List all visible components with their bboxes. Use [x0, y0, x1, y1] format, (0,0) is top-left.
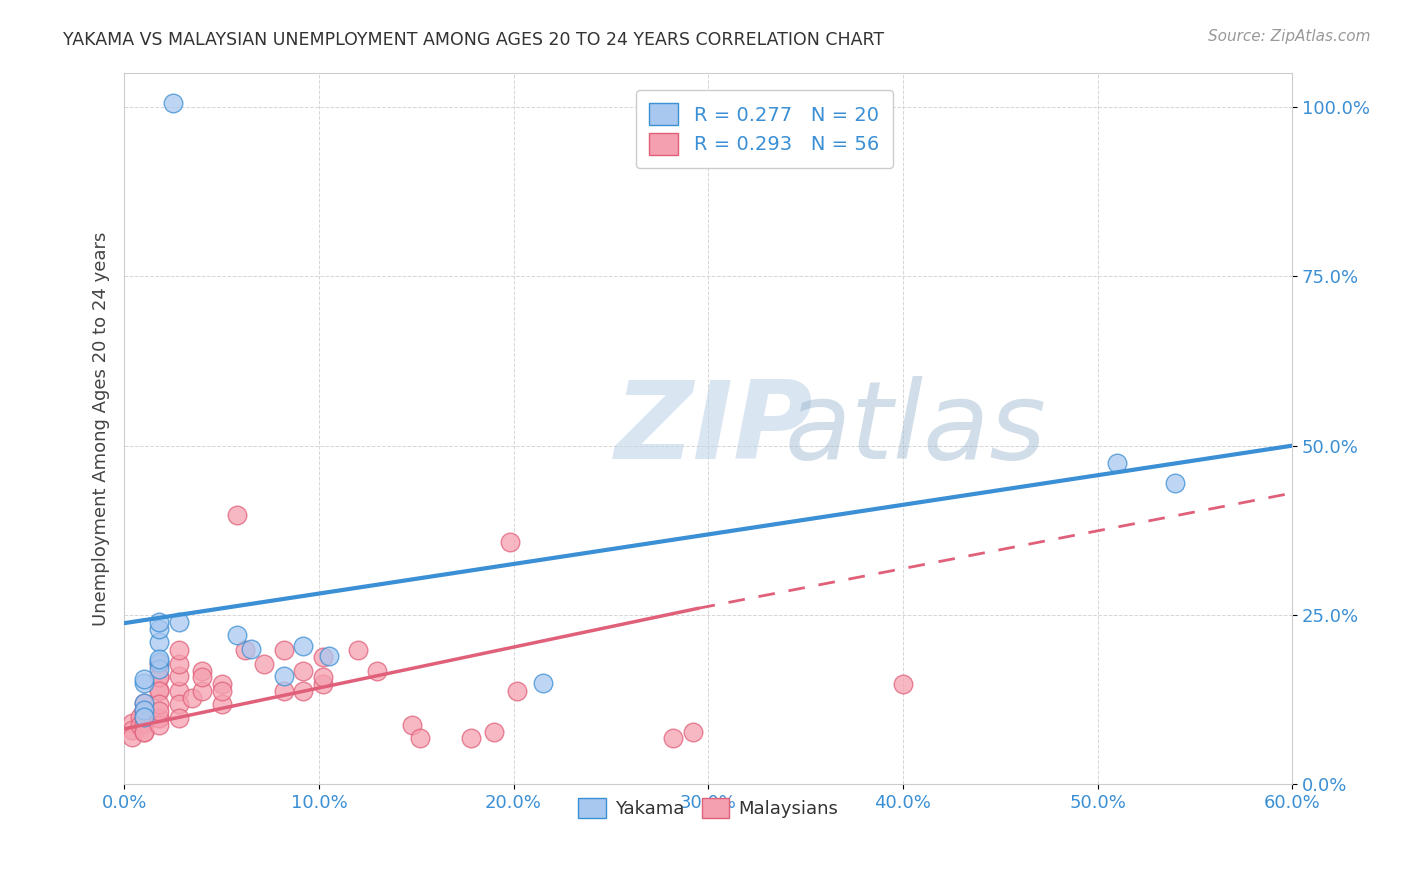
Point: [148, 622, 170, 636]
Point: [148, 615, 170, 629]
Point: [531, 675, 554, 690]
Point: [132, 716, 155, 731]
Point: [366, 664, 388, 678]
Point: [128, 718, 150, 732]
Point: [132, 724, 155, 739]
Point: [211, 684, 233, 698]
Point: [226, 508, 249, 522]
Y-axis label: Unemployment Among Ages 20 to 24 years: Unemployment Among Ages 20 to 24 years: [93, 232, 110, 626]
Point: [1105, 456, 1128, 470]
Point: [273, 669, 295, 683]
Point: [312, 670, 335, 684]
Point: [132, 675, 155, 690]
Point: [167, 698, 190, 712]
Point: [191, 670, 214, 684]
Point: [401, 718, 423, 732]
Point: [1164, 475, 1187, 490]
Point: [167, 643, 190, 657]
Point: [128, 709, 150, 723]
Point: [132, 709, 155, 723]
Point: [148, 670, 170, 684]
Point: [312, 677, 335, 691]
Point: [167, 615, 190, 629]
Point: [346, 643, 368, 657]
Point: [682, 724, 704, 739]
Point: [121, 730, 143, 744]
Point: [162, 96, 184, 111]
Point: [167, 684, 190, 698]
Text: atlas: atlas: [785, 376, 1046, 481]
Point: [148, 652, 170, 666]
Point: [132, 673, 155, 687]
Point: [498, 534, 520, 549]
Point: [132, 703, 155, 717]
Point: [312, 650, 335, 665]
Point: [292, 684, 315, 698]
Point: [662, 731, 685, 746]
Point: [148, 635, 170, 649]
Point: [191, 664, 214, 678]
Point: [148, 682, 170, 697]
Point: [409, 731, 432, 746]
Point: [292, 664, 315, 678]
Point: [181, 690, 204, 705]
Point: [273, 684, 295, 698]
Point: [148, 711, 170, 725]
Point: [460, 731, 482, 746]
Point: [148, 670, 170, 684]
Point: [148, 698, 170, 712]
Point: [167, 657, 190, 671]
Legend: Yakama, Malaysians: Yakama, Malaysians: [571, 791, 845, 825]
Point: [132, 696, 155, 710]
Point: [148, 657, 170, 671]
Point: [239, 641, 262, 656]
Point: [211, 677, 233, 691]
Point: [132, 724, 155, 739]
Point: [292, 639, 315, 653]
Point: [121, 716, 143, 731]
Point: [148, 718, 170, 732]
Point: [132, 703, 155, 717]
Point: [121, 723, 143, 738]
Point: [211, 698, 233, 712]
Point: [233, 643, 256, 657]
Point: [482, 724, 505, 739]
Point: [132, 709, 155, 723]
Point: [148, 711, 170, 725]
Point: [318, 648, 340, 663]
Point: [148, 656, 170, 670]
Point: [253, 657, 276, 671]
Point: [148, 684, 170, 698]
Point: [148, 662, 170, 676]
Point: [148, 704, 170, 718]
Text: Source: ZipAtlas.com: Source: ZipAtlas.com: [1208, 29, 1371, 44]
Point: [191, 684, 214, 698]
Point: [132, 704, 155, 718]
Point: [167, 711, 190, 725]
Point: [226, 628, 249, 642]
Point: [167, 669, 190, 683]
Text: ZIP: ZIP: [614, 376, 813, 482]
Point: [132, 696, 155, 710]
Point: [506, 684, 529, 698]
Text: YAKAMA VS MALAYSIAN UNEMPLOYMENT AMONG AGES 20 TO 24 YEARS CORRELATION CHART: YAKAMA VS MALAYSIAN UNEMPLOYMENT AMONG A…: [63, 31, 884, 49]
Point: [273, 643, 295, 657]
Point: [891, 677, 914, 691]
